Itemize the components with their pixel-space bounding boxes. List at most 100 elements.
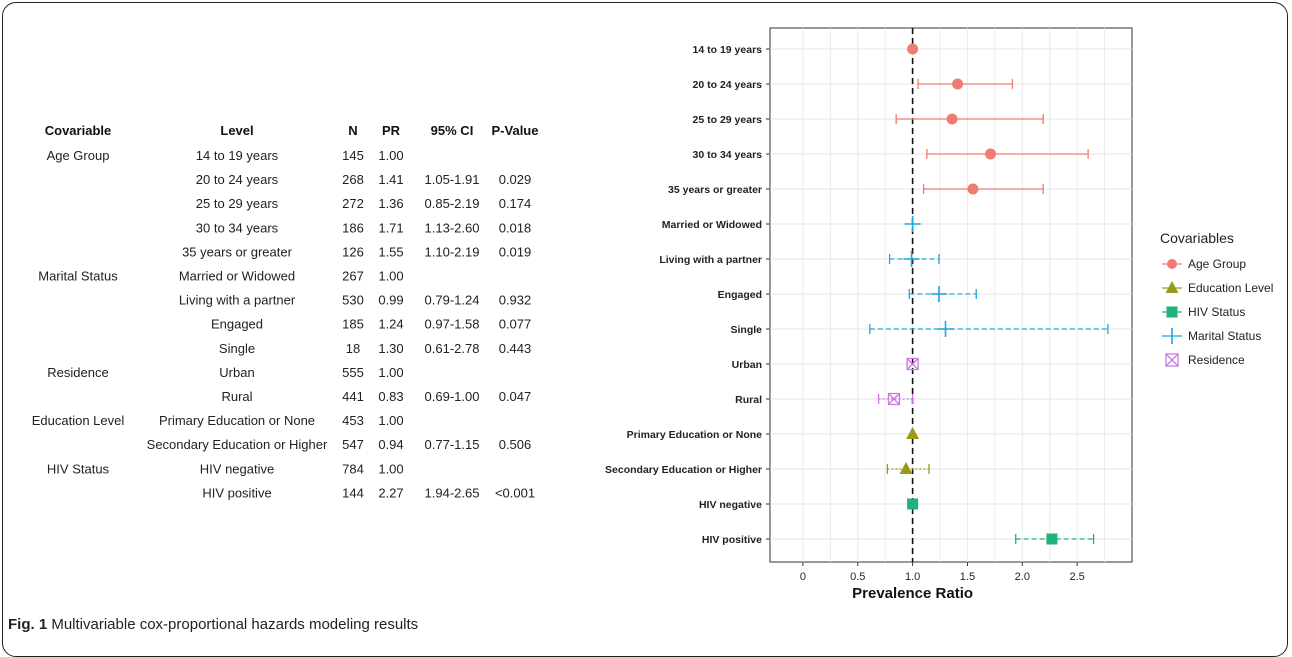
data-point-circle xyxy=(907,43,919,55)
legend-key-marker xyxy=(1165,281,1179,293)
legend-key-triangle xyxy=(1162,281,1182,293)
data-point-plus xyxy=(904,216,921,232)
legend-key-plus xyxy=(1162,328,1182,344)
table-header-cell: N xyxy=(348,123,357,138)
table-cell: 1.94-2.65 xyxy=(425,485,480,500)
y-tick-label: HIV positive xyxy=(702,534,762,546)
table-cell: 1.05-1.91 xyxy=(425,172,480,187)
x-axis-label: Prevalence Ratio xyxy=(852,585,973,600)
table-cell: Secondary Education or Higher xyxy=(147,437,328,452)
table-cell: 144 xyxy=(342,485,364,500)
legend-label: Age Group xyxy=(1188,257,1247,271)
y-tick-label: HIV negative xyxy=(699,499,762,511)
table-cell: 1.24 xyxy=(378,317,403,332)
legend-label: Education Level xyxy=(1188,281,1274,295)
x-tick-label: 2.5 xyxy=(1070,571,1085,583)
data-point-circle xyxy=(946,113,958,125)
table-cell: 1.00 xyxy=(378,413,403,428)
data-point-square xyxy=(907,498,919,510)
table-cell: 18 xyxy=(346,341,360,356)
y-tick-label: Living with a partner xyxy=(659,254,762,266)
series-age-group xyxy=(895,43,1089,195)
table-header-cell: PR xyxy=(382,123,401,138)
table-header-cell: Covariable xyxy=(45,123,111,138)
table-cell: 1.55 xyxy=(378,244,403,259)
table-cell: Age Group xyxy=(47,148,110,163)
table-cell: 0.019 xyxy=(499,244,532,259)
table-cell: 453 xyxy=(342,413,364,428)
table-cell: Residence xyxy=(47,365,108,380)
table-cell: 1.41 xyxy=(378,172,403,187)
x-tick-label: 1.0 xyxy=(905,571,920,583)
table-cell: 267 xyxy=(342,269,364,284)
y-tick-label: Urban xyxy=(732,359,762,371)
table-cell: 0.047 xyxy=(499,389,532,404)
legend-item: Education Level xyxy=(1160,276,1273,300)
data-point-circle xyxy=(984,148,996,160)
legend-label: Residence xyxy=(1188,353,1245,367)
caption-text: Multivariable cox-proportional hazards m… xyxy=(47,616,419,633)
table-cell: 0.077 xyxy=(499,317,532,332)
legend-label: Marital Status xyxy=(1188,329,1262,343)
table-header-cell: 95% CI xyxy=(431,123,474,138)
data-point-plus xyxy=(903,251,920,267)
y-tick-label: Rural xyxy=(735,394,762,406)
table-cell: 547 xyxy=(342,437,364,452)
data-point-plus xyxy=(930,286,947,302)
y-tick-label: 30 to 34 years xyxy=(693,149,763,161)
y-tick-label: 20 to 24 years xyxy=(693,79,763,91)
table-cell: 0.94 xyxy=(378,437,403,452)
table-cell: 1.71 xyxy=(378,220,403,235)
data-point-triangle xyxy=(899,462,913,474)
data-point-circle xyxy=(952,78,964,90)
y-tick-label: 14 to 19 years xyxy=(693,44,763,56)
legend-label: HIV Status xyxy=(1188,305,1246,319)
legend-key-marker xyxy=(1167,259,1177,269)
table-cell: Marital Status xyxy=(38,269,118,284)
table-cell: 0.97-1.58 xyxy=(425,317,480,332)
data-point-plus xyxy=(937,321,954,337)
table-cell: HIV positive xyxy=(202,485,271,500)
x-tick-label: 1.5 xyxy=(960,571,975,583)
legend-item: Residence xyxy=(1160,348,1273,372)
table-cell: Primary Education or None xyxy=(159,413,315,428)
table-cell: Engaged xyxy=(211,317,263,332)
series-hiv-status xyxy=(907,498,1095,545)
y-tick-label: 35 years or greater xyxy=(668,184,762,196)
y-tick-label: Primary Education or None xyxy=(627,429,763,441)
table-cell: 145 xyxy=(342,148,364,163)
table-cell: 126 xyxy=(342,244,364,259)
table-cell: 186 xyxy=(342,220,364,235)
caption-label: Fig. 1 xyxy=(8,616,48,633)
table-cell: 1.36 xyxy=(378,196,403,211)
table-cell: Living with a partner xyxy=(179,293,296,308)
data-point-circle xyxy=(967,183,979,195)
table-cell: 1.00 xyxy=(378,148,403,163)
legend-key-circle xyxy=(1162,259,1182,269)
table-cell: 1.13-2.60 xyxy=(425,220,480,235)
table-cell: 1.00 xyxy=(378,269,403,284)
table-cell: 0.77-1.15 xyxy=(425,437,480,452)
table-cell: Rural xyxy=(221,389,252,404)
table-cell: 35 years or greater xyxy=(182,244,293,259)
table-cell: 0.932 xyxy=(499,293,532,308)
table-header-cell: Level xyxy=(220,123,253,138)
y-tick-label: 25 to 29 years xyxy=(693,114,763,126)
y-tick-label: Single xyxy=(730,324,762,336)
table-cell: 0.506 xyxy=(499,437,532,452)
table-cell: 0.443 xyxy=(499,341,532,356)
table-cell: Urban xyxy=(219,365,254,380)
y-tick-label: Secondary Education or Higher xyxy=(605,464,762,476)
data-point-boxx xyxy=(887,392,901,406)
table-cell: 0.029 xyxy=(499,172,532,187)
table-cell: 0.85-2.19 xyxy=(425,196,480,211)
legend-key-square xyxy=(1162,306,1182,318)
table-cell: 268 xyxy=(342,172,364,187)
table-cell: 2.27 xyxy=(378,485,403,500)
forest-plot: 14 to 19 years 20 to 24 years 25 to 29 yea… xyxy=(605,27,1133,600)
table-cell: 30 to 34 years xyxy=(196,220,279,235)
x-tick-label: 0 xyxy=(800,571,806,583)
table-cell: 272 xyxy=(342,196,364,211)
x-tick-label: 0.5 xyxy=(850,571,865,583)
table-cell: HIV negative xyxy=(200,461,274,476)
